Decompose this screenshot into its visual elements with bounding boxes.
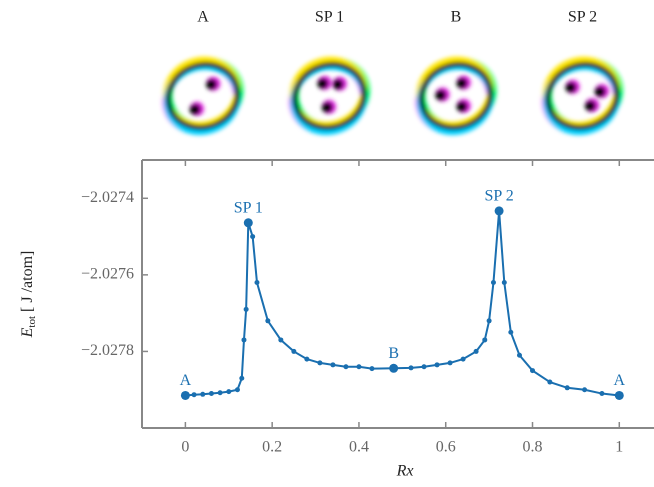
snapshot-image	[162, 56, 244, 135]
spot	[189, 104, 201, 116]
data-point	[317, 360, 323, 366]
data-point	[343, 364, 349, 370]
spot	[332, 78, 344, 90]
ring	[165, 62, 241, 130]
x-axis-label: Rx	[396, 463, 414, 480]
spot	[594, 86, 606, 98]
ring	[418, 62, 494, 130]
data-point	[447, 360, 453, 366]
data-point	[304, 356, 310, 362]
y-axis-label: Etot [ J /atom]	[19, 251, 38, 339]
point-label: SP 1	[234, 199, 263, 216]
data-point	[530, 368, 536, 374]
x-tick-label: 0	[181, 439, 189, 456]
y-label-subscript: tot	[26, 316, 38, 328]
data-point	[473, 348, 479, 354]
y-tick-label: −2.0276	[81, 266, 134, 283]
data-point	[389, 363, 399, 373]
data-point	[278, 337, 284, 343]
data-point	[243, 306, 249, 312]
snapshot-title: B	[451, 9, 462, 26]
snapshot-image	[288, 56, 371, 135]
data-point	[200, 391, 206, 397]
data-point	[265, 318, 271, 324]
snapshot-image	[415, 56, 497, 135]
ring	[545, 62, 620, 130]
spot	[456, 101, 468, 113]
data-point	[516, 352, 522, 358]
point-label: A	[614, 372, 626, 389]
data-point	[494, 206, 504, 216]
spot	[435, 89, 447, 101]
data-point	[408, 365, 414, 371]
data-point	[564, 385, 570, 391]
data-point	[599, 391, 605, 397]
data-point	[241, 337, 247, 343]
data-point	[254, 280, 260, 286]
data-point	[614, 390, 624, 400]
y-label-symbol: E	[19, 327, 36, 338]
data-point	[356, 364, 362, 370]
data-point	[217, 390, 223, 396]
snapshot-title: A	[197, 9, 209, 26]
x-tick-label: 1	[615, 439, 623, 456]
point-label: SP 2	[484, 188, 513, 205]
data-point	[501, 280, 507, 286]
data-point	[547, 379, 553, 385]
x-tick-label: 0.2	[262, 439, 282, 456]
snapshot-title: SP 2	[568, 9, 597, 26]
ring	[292, 62, 367, 130]
data-point	[208, 391, 214, 397]
data-point	[291, 348, 297, 354]
point-label: B	[388, 345, 399, 362]
spot	[317, 78, 329, 90]
series-line	[185, 210, 620, 397]
y-label-unit: [ J /atom]	[19, 251, 36, 312]
y-tick-label: −2.0278	[81, 342, 134, 359]
y-tick-label: −2.0274	[81, 189, 134, 206]
data-point	[582, 387, 588, 393]
spot	[206, 78, 218, 90]
data-point	[226, 389, 232, 395]
snapshot-image	[541, 56, 624, 135]
data-point	[330, 362, 336, 368]
point-label: A	[180, 372, 192, 389]
x-tick-label: 0.6	[436, 439, 456, 456]
spot	[321, 101, 333, 113]
data-point	[508, 329, 514, 335]
spot	[584, 100, 596, 112]
data-point	[239, 375, 245, 381]
x-tick-label: 0.4	[349, 439, 369, 456]
data-point	[460, 356, 466, 362]
data-point	[250, 234, 256, 240]
data-point	[243, 218, 253, 228]
data-point	[421, 364, 427, 370]
snapshot-title: SP 1	[315, 9, 344, 26]
data-point	[434, 362, 440, 368]
data-point	[490, 280, 496, 286]
spot	[565, 81, 577, 93]
data-point	[369, 366, 375, 372]
data-point	[234, 387, 240, 393]
data-point	[486, 318, 492, 324]
data-point	[482, 337, 488, 343]
x-tick-label: 0.8	[523, 439, 543, 456]
data-point	[180, 390, 190, 400]
data-point	[191, 392, 197, 398]
spot	[456, 77, 468, 89]
